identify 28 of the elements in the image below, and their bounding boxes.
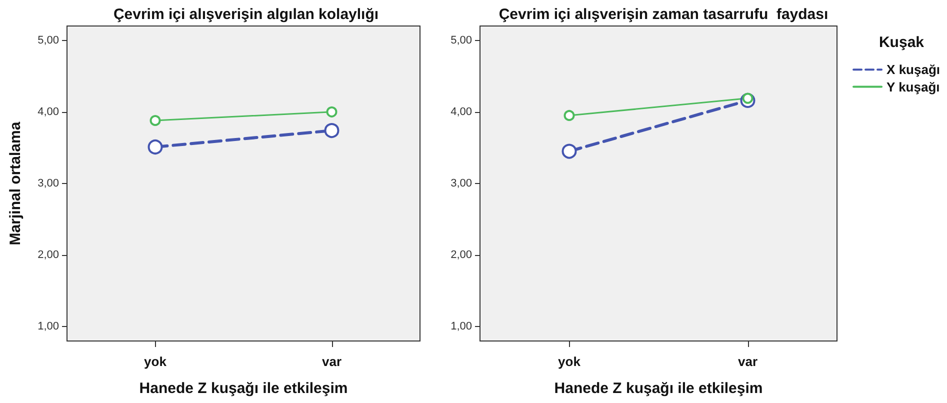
chart-title: Çevrim içi alışverişin zaman tasarrufu faydası [498, 6, 828, 23]
x-axis-title: Hanede Z kuşağı ile etkileşim [554, 380, 763, 397]
x-axis-title: Hanede Z kuşağı ile etkileşim [139, 380, 348, 397]
point [148, 139, 163, 154]
point [562, 144, 577, 159]
chart-title: Çevrim içi alışverişin algılan kolaylığı [113, 6, 379, 23]
y-tick-label: 3,00 [450, 178, 472, 190]
y-tick-label: 2,00 [450, 249, 472, 262]
y-axis-title: Marjinal ortalama [7, 121, 24, 246]
y-tick-label: 5,00 [450, 34, 472, 46]
y-tick-label: 1,00 [38, 320, 59, 333]
y-tick-label: 1,00 [450, 320, 472, 333]
y-tick-label: 4,00 [450, 106, 472, 118]
point [564, 110, 575, 121]
y-tick-label: 5,00 [38, 34, 59, 46]
x-tick-label: yok [144, 354, 168, 369]
legend-label: X kuşağı [886, 62, 940, 78]
y-tick-label: 4,00 [38, 106, 59, 118]
legend-title: Kuşak [878, 34, 925, 51]
x-tick-label: var [322, 354, 342, 369]
point [324, 123, 340, 138]
point [326, 106, 338, 118]
point [150, 115, 161, 126]
y-tick-label: 2,00 [38, 249, 59, 262]
legend-label: Y kuşağı [886, 79, 940, 94]
y-tick-label: 3,00 [38, 178, 59, 190]
x-tick-label: yok [558, 354, 582, 369]
x-tick-label: var [738, 354, 758, 369]
